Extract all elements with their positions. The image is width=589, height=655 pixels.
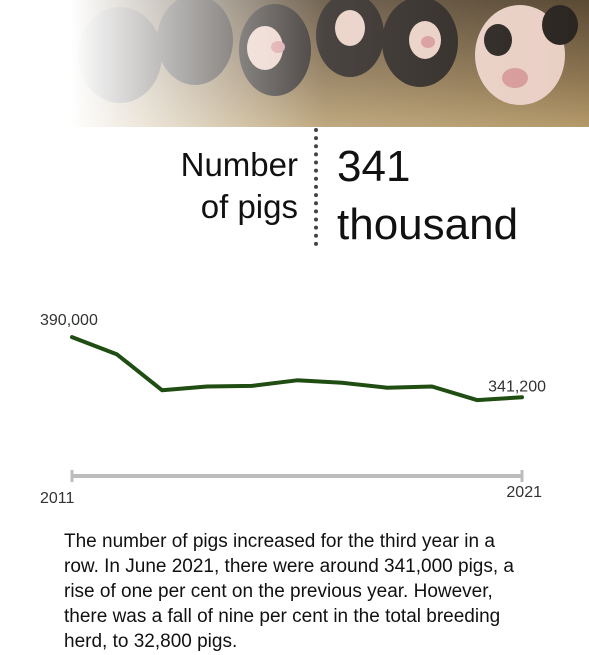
data-point-2017 <box>340 381 344 385</box>
data-point-2012 <box>115 352 119 356</box>
description-paragraph: The number of pigs increased for the thi… <box>64 531 514 652</box>
headline-label-line2: of pigs <box>200 188 298 225</box>
data-point-2020 <box>475 398 479 402</box>
data-point-2014 <box>205 384 209 388</box>
data-point-2018 <box>385 386 389 390</box>
data-point-2021 <box>520 395 524 399</box>
series-line-pigs <box>70 335 524 403</box>
first-value-label: 390,000 <box>40 312 98 329</box>
pigs-photo <box>0 0 589 127</box>
x-tick-label-start: 2011 <box>40 490 75 507</box>
headline-label-line1: Number <box>180 146 298 183</box>
data-point-2019 <box>430 384 434 388</box>
data-point-2011 <box>70 335 74 339</box>
data-point-2016 <box>295 378 299 382</box>
headline-divider <box>314 128 318 246</box>
headline: Number of pigs 341 thousand <box>0 127 589 257</box>
data-point-2013 <box>160 388 164 392</box>
headline-value-line2: thousand <box>337 200 519 249</box>
headline-value-line1: 341 <box>337 142 411 191</box>
data-point-2015 <box>250 384 254 388</box>
x-tick-label-end: 2021 <box>506 484 542 501</box>
last-value-label: 341,200 <box>488 378 546 395</box>
pigs-line-chart: 390,000 341,200 2011 2021 <box>40 312 546 507</box>
